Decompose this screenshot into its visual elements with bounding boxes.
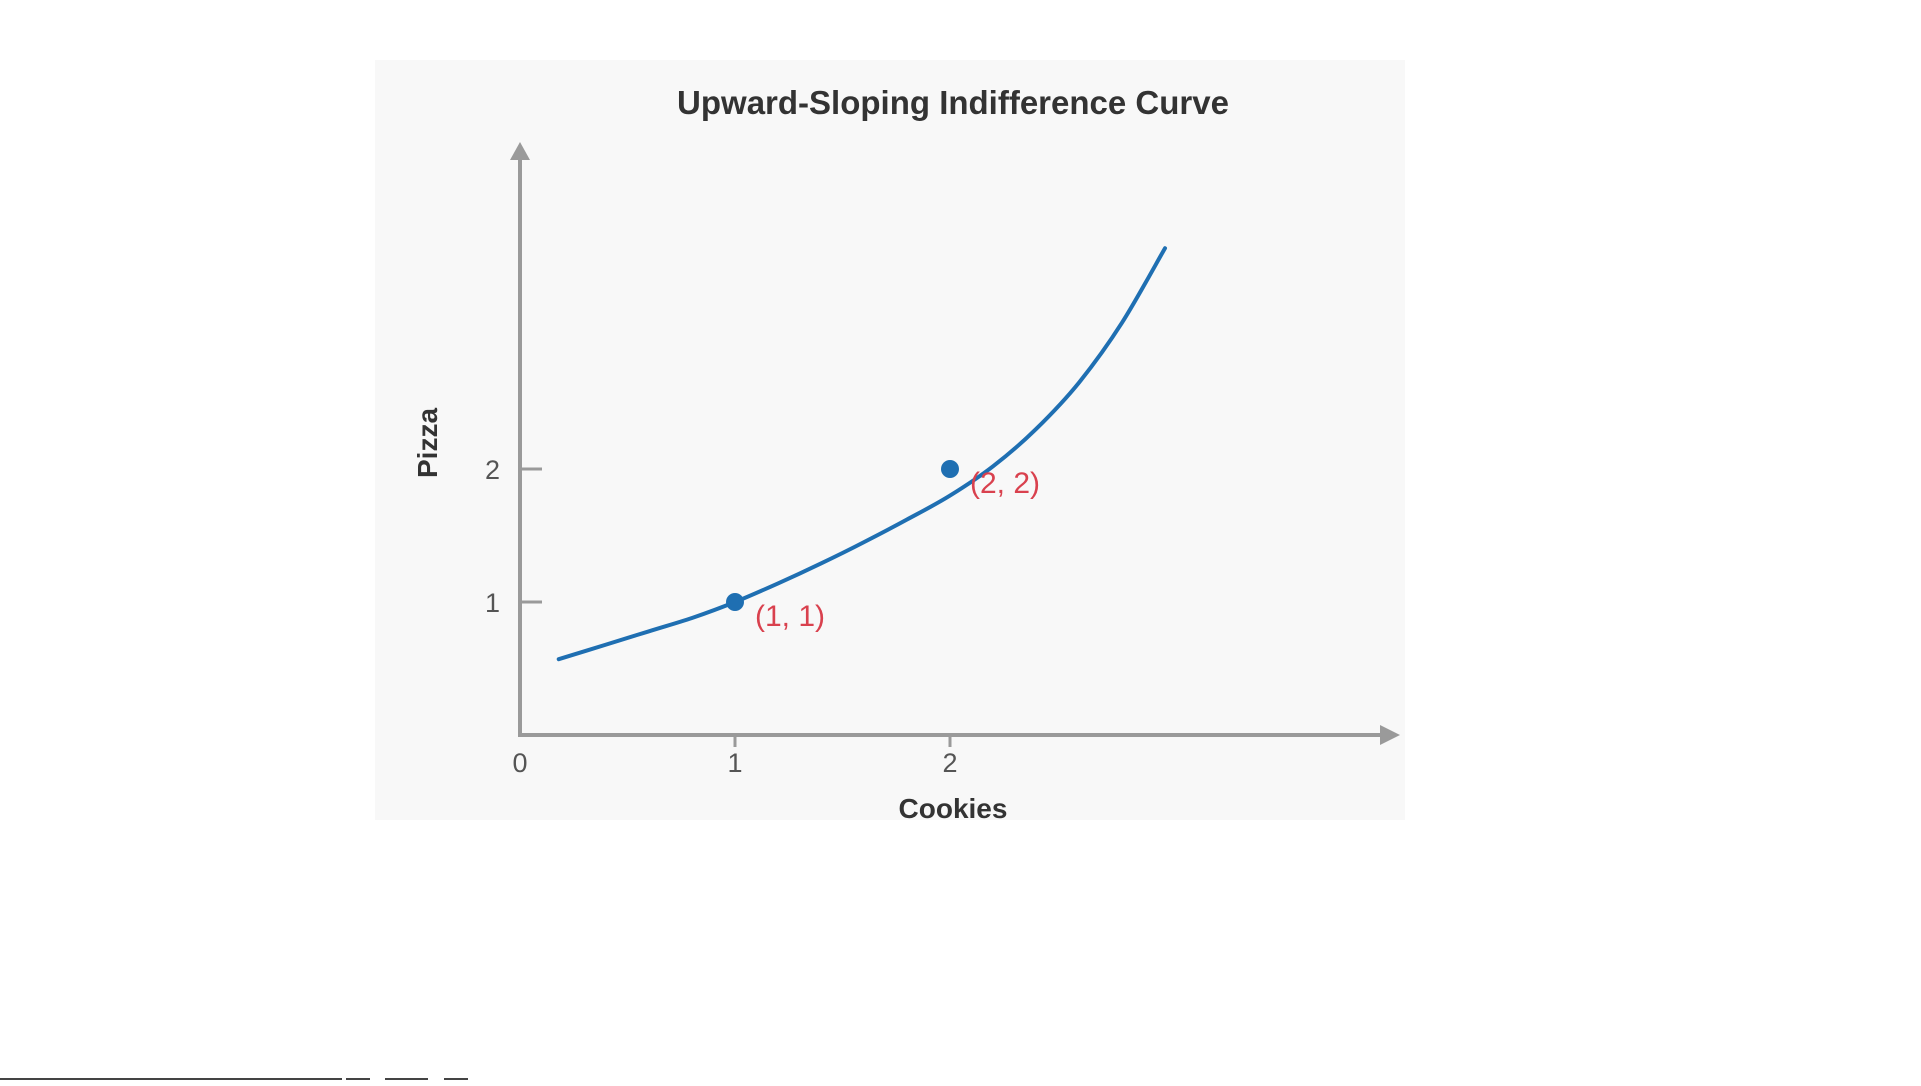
- y-axis-arrowhead: [510, 142, 530, 160]
- chart-background: [375, 60, 1405, 820]
- y-tick-label: 2: [485, 455, 500, 485]
- chart-title: Upward-Sloping Indifference Curve: [677, 84, 1229, 121]
- x-tick-label: 1: [727, 748, 742, 778]
- y-axis-title: Pizza: [412, 408, 443, 478]
- highlighted-point-label: (1, 1): [755, 600, 825, 633]
- indifference-curve-line: [556, 246, 1167, 662]
- x-tick-label: 2: [942, 748, 957, 778]
- highlighted-point-marker: [726, 593, 744, 611]
- highlighted-point-label: (2, 2): [970, 467, 1040, 500]
- bottom-strip-segment: [444, 1078, 468, 1080]
- highlighted-points: (1, 1) (2, 2): [726, 460, 1040, 633]
- bottom-strip: [0, 1078, 1921, 1081]
- bottom-strip-segment: [385, 1078, 428, 1080]
- bottom-strip-segment: [346, 1078, 370, 1080]
- y-tick-group: 12: [485, 455, 542, 618]
- series-layer: [556, 246, 1167, 662]
- x-axis-title: Cookies: [899, 793, 1008, 824]
- y-tick-label: 1: [485, 588, 500, 618]
- bottom-strip-segment: [0, 1078, 342, 1080]
- highlighted-point-marker: [941, 460, 959, 478]
- origin-label: 0: [512, 748, 527, 778]
- x-axis-arrowhead: [1380, 725, 1400, 745]
